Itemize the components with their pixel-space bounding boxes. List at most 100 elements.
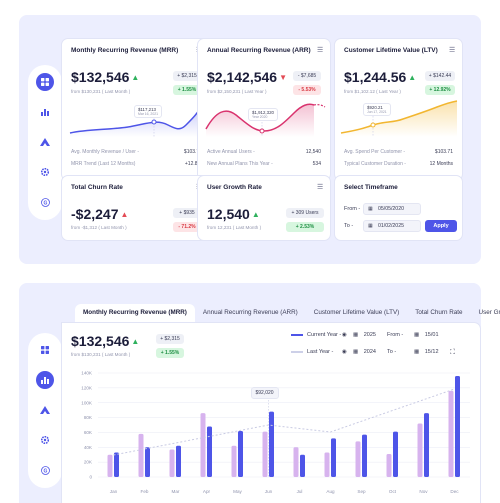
bar-last-year [200,413,206,477]
to-label: To - [344,223,354,229]
timeframe-card: Select Timeframe From - ▦ 05/05/2020 To -… [334,175,463,241]
trend-up-icon: ▲ [131,337,140,346]
arr-tooltip: $1,912,320 Year 2020 [248,108,278,121]
bar-current-year [393,431,398,477]
change-badge: + $2,315 [173,71,201,81]
grid-icon [41,78,49,86]
bar-current-year [145,447,150,477]
stat-row: Avg. Spend Per Customer - $103.71 [344,149,453,155]
change-badge: + $2,315 [156,334,184,344]
change-badge: + $142.44 [425,71,455,81]
nav-mountain-icon[interactable] [36,133,54,151]
card-title: Monthly Recurring Revenue (MRR) [71,47,179,54]
tab-churn[interactable]: Total Churn Rate [415,309,463,316]
menu-icon[interactable]: ☰ [449,47,456,54]
trend-line [113,388,455,456]
tab-mrr[interactable]: Monthly Recurring Revenue (MRR) [75,304,195,322]
nav-gear-icon[interactable] [36,431,54,449]
card-title: Total Churn Rate [71,184,123,191]
bar-last-year [262,431,268,477]
bar-last-year [169,449,175,477]
mountain-icon [40,406,50,414]
bar-chart-icon [41,377,49,384]
grid-icon [41,346,49,354]
y-tick-label: 20K [84,460,93,465]
gear-icon [41,168,49,176]
arr-sparkline [205,103,326,137]
change-badge: + $935 [173,208,201,218]
overview-panel: G Monthly Recurring Revenue (MRR) ☰ $132… [19,15,481,264]
detail-card: $132,546 ▲ from $130,231 ( Last Month ) +… [61,322,481,503]
revenue-bar-chart: 0 20K 40K 60K 80K 100K 120K 140K Jan Feb Mar Apr May… [81,371,470,494]
percent-badge: + 1.55% [156,348,184,358]
side-nav: G [28,65,62,220]
arr-card: Annual Recurring Revenue (ARR) ☰ $2,142,… [197,38,331,181]
percent-badge: + 1.55% [173,85,201,95]
growth-from: from 12,231 ( Last Month ) [207,225,262,230]
svg-text:G: G [43,200,47,206]
percent-badge: + 12.92% [425,85,455,95]
metric-tabs: Monthly Recurring Revenue (MRR) Annual R… [75,304,500,322]
trend-up-icon: ▲ [251,210,260,219]
calendar-icon: ▦ [353,332,359,338]
detail-value: $132,546 ▲ [71,333,140,349]
card-title: Annual Recurring Revenue (ARR) [207,47,311,54]
current-year-legend: Current Year - [291,332,341,338]
bar-current-year [455,375,460,477]
ltv-card: Customer Lifetime Value (LTV) ☰ $1,244.5… [334,38,463,181]
to-date-field[interactable]: ▦ 01/02/2025 [363,220,421,232]
gear-icon [41,436,49,444]
calendar-icon: ▦ [368,223,373,229]
y-tick-label: 60K [84,430,93,435]
eye-icon[interactable]: ◉ [342,332,347,338]
nav-bar-chart-icon[interactable] [36,103,54,121]
nav-badge-g-icon[interactable]: G [36,461,54,479]
growth-value: 12,540 ▲ [207,206,260,222]
expand-icon[interactable]: ⛶ [450,349,455,356]
card-title: User Growth Rate [207,184,262,191]
trend-up-icon: ▲ [131,73,140,82]
bar-last-year [355,441,361,477]
percent-badge: - 71.2% [173,222,201,232]
bar-last-year [448,390,454,477]
apply-button[interactable]: Apply [425,220,457,232]
nav-badge-g-icon[interactable]: G [36,193,54,211]
tab-arr[interactable]: Annual Recurring Revenue (ARR) [202,309,298,316]
card-title: Customer Lifetime Value (LTV) [344,47,438,54]
year-select-last[interactable]: ▦ 2024 [353,349,376,355]
mrr-from: from $130,231 ( Last Month ) [71,89,131,94]
menu-icon[interactable]: ☰ [317,184,324,191]
menu-icon[interactable]: ☰ [317,47,324,54]
stat-row: New Annual Plans This Year -534 [207,161,321,167]
nav-grid-icon[interactable] [36,341,54,359]
x-tick-label: Jul [297,489,303,494]
x-tick-label: Nov [419,489,428,494]
mrr-value: $132,546 ▲ [71,69,140,85]
from-date-field[interactable]: ▦ 15/01 [414,332,439,338]
tab-ltv[interactable]: Customer Lifetime Value (LTV) [313,309,400,316]
from-date-field[interactable]: ▦ 05/05/2020 [363,203,421,215]
bar-last-year [231,445,237,477]
nav-bar-chart-icon[interactable] [36,371,54,389]
x-tick-label: Dec [450,489,459,494]
to-date-field[interactable]: ▦ 15/12 [414,349,439,355]
ltv-value: $1,244.56 ▲ [344,69,417,85]
change-badge: - $7,685 [293,71,321,81]
x-tick-label: Aug [326,489,335,494]
badge-g-icon: G [40,197,50,207]
year-select-current[interactable]: ▦ 2025 [353,332,376,338]
detail-from: from $130,231 ( Last Month ) [71,352,131,357]
calendar-icon: ▦ [414,332,420,338]
bar-last-year [107,454,113,477]
calendar-icon: ▦ [353,349,359,355]
churn-card: Total Churn Rate ☰ -$2,247▲ from -$1,312… [61,175,212,241]
nav-mountain-icon[interactable] [36,401,54,419]
nav-gear-icon[interactable] [36,163,54,181]
nav-grid-icon[interactable] [36,73,54,91]
current-year-swatch [291,334,303,336]
side-nav: G [28,333,62,488]
calendar-icon: ▦ [414,349,420,355]
tab-growth[interactable]: User Growth [478,309,500,316]
eye-icon[interactable]: ◉ [342,349,347,355]
card-title: Select Timeframe [344,184,398,191]
